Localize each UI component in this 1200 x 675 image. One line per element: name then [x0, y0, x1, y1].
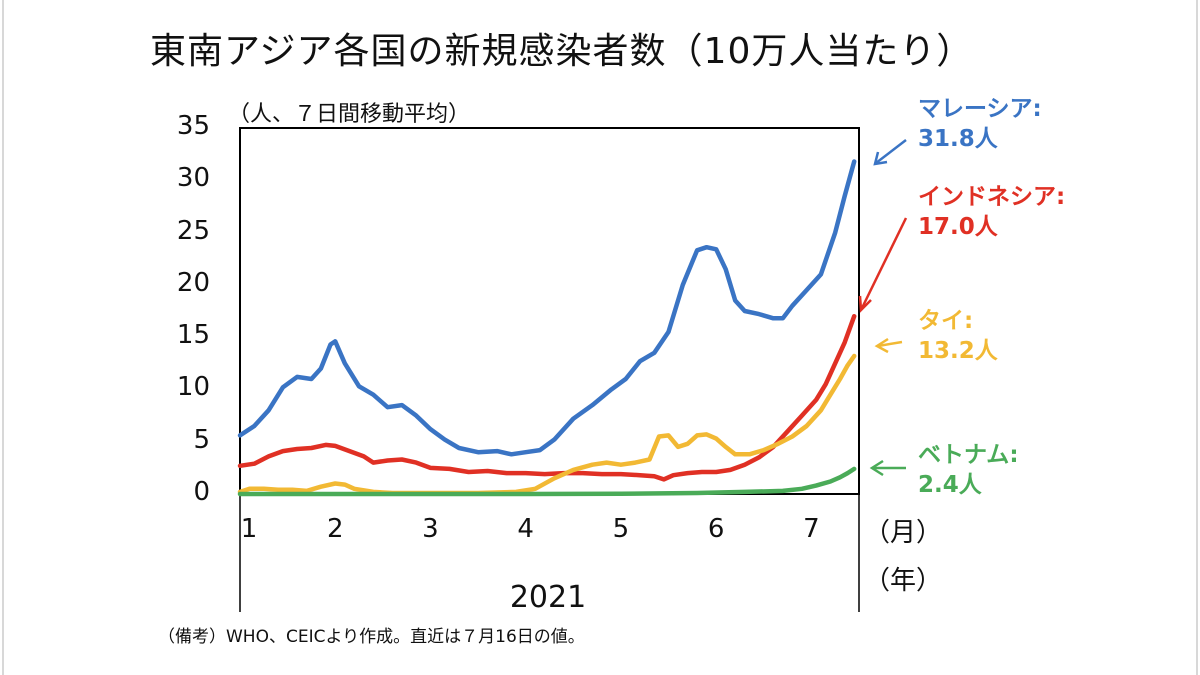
legend-malaysia: マレーシア: 31.8人 [918, 96, 1042, 152]
arrow-thailand [877, 340, 903, 348]
arrow-indonesia [860, 217, 908, 309]
series-line-2 [237, 353, 857, 496]
year-label: 2021 [509, 580, 587, 615]
arrow-thailand-head [874, 337, 889, 354]
y-tick-0: 0 [193, 477, 210, 507]
legend-indonesia-value: 17.0人 [918, 214, 998, 240]
y-tick-30: 30 [176, 163, 210, 194]
y-tick-5: 5 [193, 424, 210, 455]
left-edge-line [2, 0, 4, 675]
x-tick-4: 4 [517, 514, 534, 544]
footnote: （備考）WHO、CEICより作成。直近は７月16日の値。 [158, 627, 585, 647]
y-axis-unit-label: （人、７日間移動平均） [228, 102, 471, 127]
legend-thailand-value: 13.2人 [918, 338, 998, 364]
arrow-vietnam-head [869, 459, 884, 477]
x-tick-1: 1 [240, 514, 258, 544]
x-tick-7: 7 [803, 514, 820, 544]
y-tick-35: 35 [176, 111, 210, 141]
x-axis-month-suffix: （月） [864, 518, 943, 548]
y-tick-20: 20 [176, 267, 210, 298]
arrow-malaysia-head [873, 151, 888, 166]
right-edge-line [1196, 0, 1198, 675]
legend-vietnam: ベトナム: 2.4人 [918, 442, 1019, 498]
plot-frame [239, 127, 860, 495]
x-tick-6: 6 [707, 514, 725, 544]
legend-indonesia-name: インドネシア [918, 184, 1056, 210]
callout-arrows [858, 139, 908, 477]
y-tick-15: 15 [176, 320, 210, 351]
series-layer [237, 159, 857, 497]
chart-title: 東南アジア各国の新規感染者数（10万人当たり） [150, 31, 974, 72]
legend-malaysia-value: 31.8人 [918, 126, 998, 152]
x-tick-5: 5 [612, 514, 630, 544]
legend-indonesia: インドネシア: 17.0人 [918, 184, 1066, 240]
y-tick-10: 10 [176, 372, 210, 403]
arrow-malaysia [875, 139, 907, 164]
x-axis-year-suffix: （年） [864, 566, 943, 596]
legend-thailand-name: タイ [918, 308, 964, 334]
series-line-0 [237, 159, 857, 457]
arrow-indonesia-head [858, 295, 872, 313]
x-tick-2: 2 [326, 514, 344, 544]
y-tick-25: 25 [176, 215, 210, 246]
legend-vietnam-name: ベトナム [918, 442, 1010, 468]
series-line-3 [237, 466, 857, 497]
legend-malaysia-name: マレーシア [918, 96, 1033, 122]
x-tick-3: 3 [422, 514, 439, 544]
legend-thailand: タイ: 13.2人 [918, 308, 998, 364]
legend-vietnam-value: 2.4人 [918, 472, 982, 498]
